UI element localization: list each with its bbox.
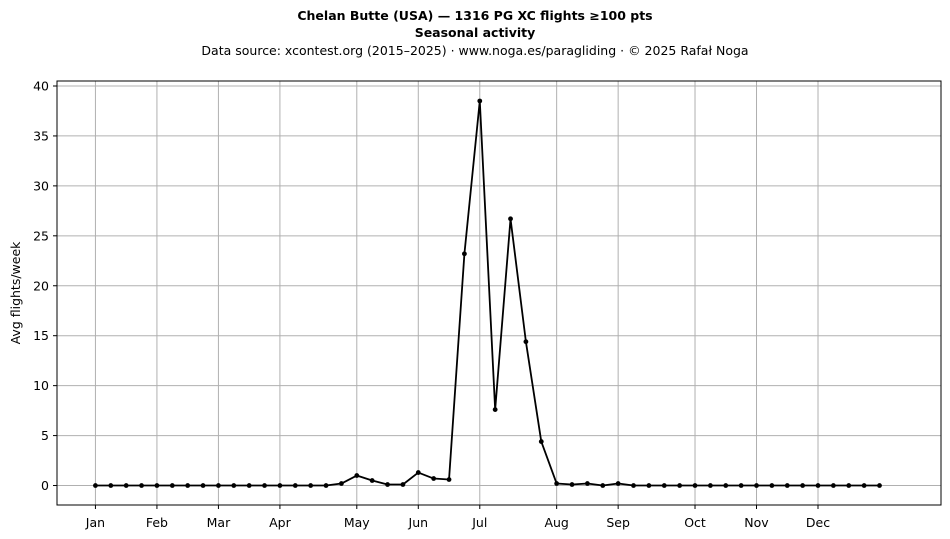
data-point bbox=[139, 483, 144, 488]
data-point bbox=[830, 483, 836, 488]
data-point bbox=[308, 483, 314, 488]
y-tick-label: 10 bbox=[33, 378, 49, 393]
data-point bbox=[292, 483, 298, 488]
data-point bbox=[538, 439, 544, 444]
series-line-group bbox=[95, 100, 880, 487]
data-point bbox=[784, 483, 790, 488]
y-tick-label: 30 bbox=[33, 178, 49, 193]
data-point bbox=[415, 470, 421, 475]
data-point bbox=[462, 251, 467, 257]
data-point bbox=[877, 483, 882, 488]
data-point bbox=[154, 483, 160, 488]
x-tick-label: Aug bbox=[544, 515, 568, 530]
data-point bbox=[400, 482, 406, 487]
x-tick-label: May bbox=[344, 515, 370, 530]
data-point bbox=[754, 483, 759, 488]
data-point bbox=[354, 473, 360, 478]
y-axis-label: Avg flights/week bbox=[8, 241, 23, 345]
data-point bbox=[846, 483, 852, 488]
x-tick-label: Jun bbox=[408, 515, 429, 530]
chart-subtitle: Seasonal activity bbox=[414, 25, 536, 40]
data-point bbox=[646, 483, 652, 488]
data-point bbox=[262, 483, 267, 488]
x-tick-label: Oct bbox=[684, 515, 706, 530]
axes: 0 5 10 15 20 25 30 35 40 Jan Feb Mar Apr May Jun Jul Aug… bbox=[33, 78, 830, 530]
data-point bbox=[277, 483, 283, 488]
x-tick-label: Nov bbox=[744, 515, 769, 530]
data-point bbox=[93, 483, 98, 488]
data-point bbox=[692, 483, 698, 488]
data-point bbox=[339, 481, 344, 486]
data-point bbox=[492, 407, 498, 413]
data-point bbox=[554, 481, 560, 486]
data-point bbox=[385, 482, 390, 487]
data-point bbox=[123, 483, 129, 488]
data-point bbox=[738, 483, 744, 488]
data-point bbox=[369, 478, 375, 483]
y-tick-label: 0 bbox=[41, 478, 49, 493]
chart-source-note: Data source: xcontest.org (2015–2025) · … bbox=[201, 43, 749, 58]
series-markers bbox=[93, 98, 882, 488]
y-tick-label: 35 bbox=[33, 128, 49, 143]
x-tick-label: Apr bbox=[269, 515, 291, 530]
grid bbox=[57, 81, 941, 505]
data-point bbox=[677, 483, 683, 488]
chart-title: Chelan Butte (USA) — 1316 PG XC flights … bbox=[297, 8, 653, 23]
data-point bbox=[800, 483, 806, 488]
x-tick-label: Feb bbox=[146, 515, 168, 530]
data-point bbox=[477, 98, 483, 104]
data-point bbox=[446, 477, 452, 482]
x-tick-label: Jan bbox=[85, 515, 105, 530]
y-tick-label: 5 bbox=[41, 428, 49, 443]
x-tick-label: Mar bbox=[207, 515, 231, 530]
data-point bbox=[508, 216, 513, 222]
data-point bbox=[661, 483, 667, 488]
x-tick-label: Sep bbox=[606, 515, 630, 530]
data-point bbox=[631, 483, 636, 488]
series-line bbox=[95, 100, 880, 487]
data-point bbox=[723, 483, 729, 488]
data-point bbox=[569, 482, 575, 487]
data-point bbox=[600, 483, 606, 488]
data-point bbox=[431, 476, 437, 481]
data-point bbox=[523, 339, 529, 345]
data-point bbox=[169, 483, 175, 488]
y-tick-label: 40 bbox=[33, 78, 49, 93]
data-point bbox=[861, 483, 867, 488]
y-tick-label: 20 bbox=[33, 278, 49, 293]
plot-frame bbox=[56, 80, 942, 506]
data-point bbox=[246, 483, 252, 488]
x-tick-label: Dec bbox=[806, 515, 830, 530]
data-point bbox=[231, 483, 237, 488]
data-point bbox=[815, 483, 821, 488]
data-point bbox=[108, 483, 114, 488]
data-point bbox=[323, 483, 329, 488]
data-point bbox=[216, 483, 221, 488]
data-point bbox=[200, 483, 206, 488]
y-tick-label: 25 bbox=[33, 228, 49, 243]
y-tick-label: 15 bbox=[33, 328, 49, 343]
data-point bbox=[769, 483, 775, 488]
data-point bbox=[185, 483, 191, 488]
data-point bbox=[615, 481, 621, 486]
data-point bbox=[707, 483, 713, 488]
x-tick-label: Jul bbox=[471, 515, 487, 530]
data-point bbox=[585, 481, 590, 486]
